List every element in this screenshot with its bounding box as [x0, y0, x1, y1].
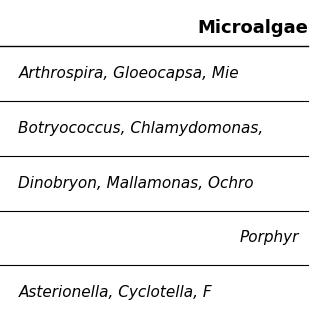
Text: Dinobryon, Mallamonas, Ochro: Dinobryon, Mallamonas, Ochro	[19, 176, 254, 191]
Text: Porphyr: Porphyr	[239, 230, 299, 245]
Text: Microalgae: Microalgae	[197, 19, 308, 37]
Text: Asterionella, Cyclotella, F: Asterionella, Cyclotella, F	[19, 285, 212, 300]
Text: Arthrospira, Gloeocapsa, Mie: Arthrospira, Gloeocapsa, Mie	[19, 66, 239, 81]
Text: Botryococcus, Chlamydomonas,: Botryococcus, Chlamydomonas,	[19, 121, 264, 136]
